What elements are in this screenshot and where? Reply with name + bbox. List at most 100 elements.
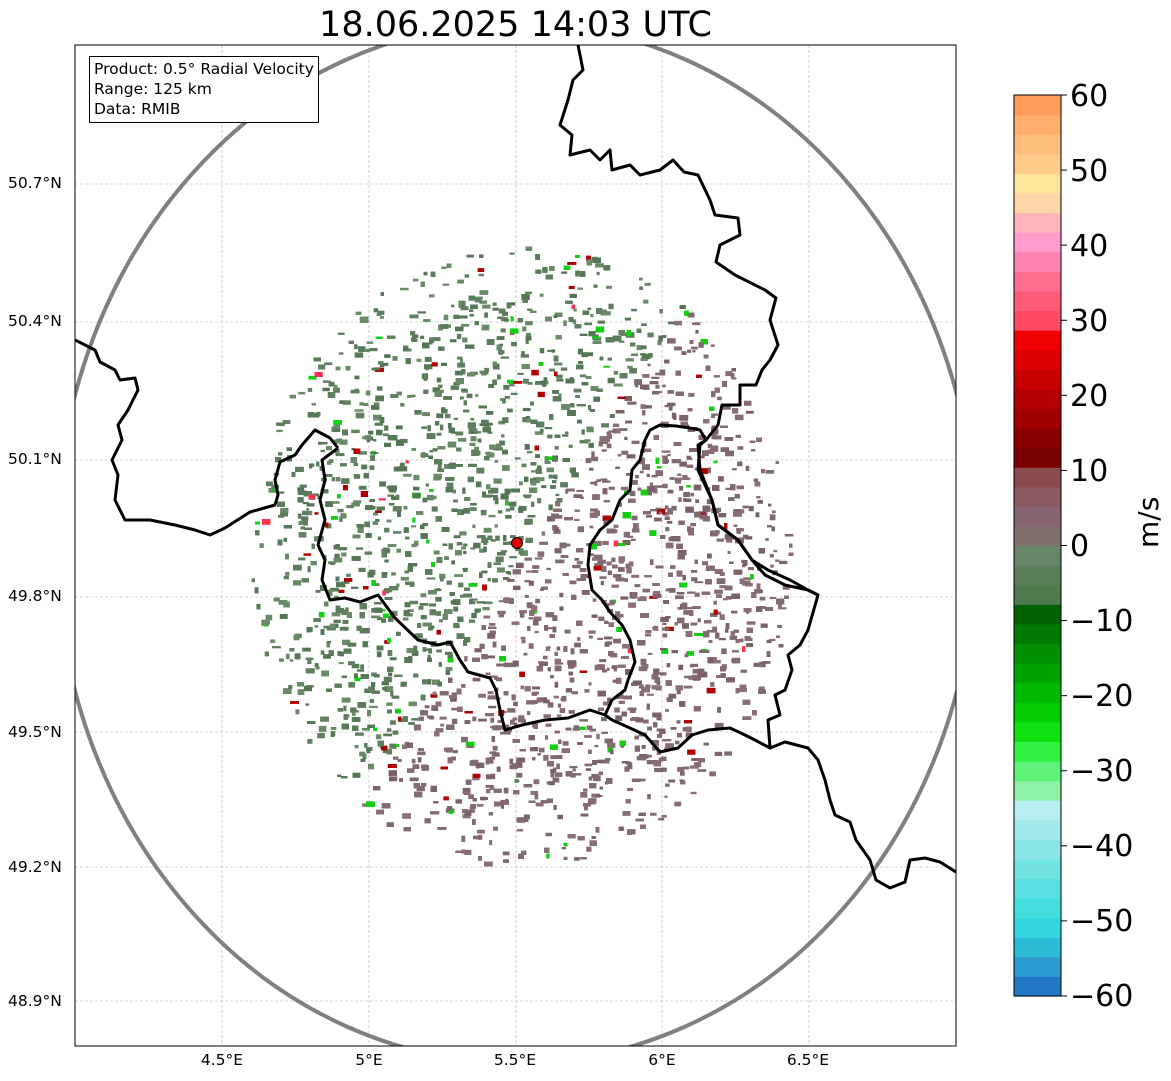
echo-pixel bbox=[492, 307, 499, 311]
echo-pixel bbox=[320, 489, 329, 494]
echo-pixel bbox=[335, 477, 341, 482]
echo-pixel bbox=[297, 513, 302, 519]
echo-pixel bbox=[366, 439, 370, 443]
echo-pixel bbox=[650, 559, 654, 565]
echo-pixel bbox=[654, 767, 663, 773]
echo-pixel bbox=[525, 246, 533, 251]
echo-pixel bbox=[534, 557, 543, 560]
echo-pixel bbox=[528, 580, 534, 586]
echo-pixel bbox=[603, 265, 611, 271]
echo-pixel bbox=[588, 682, 592, 686]
echo-pixel bbox=[686, 485, 691, 488]
echo-pixel bbox=[332, 623, 339, 628]
echo-pixel bbox=[545, 627, 555, 630]
echo-pixel bbox=[725, 405, 729, 409]
echo-pixel bbox=[484, 312, 488, 318]
echo-pixel bbox=[615, 715, 623, 722]
echo-pixel bbox=[543, 754, 549, 761]
echo-pixel bbox=[470, 804, 476, 809]
echo-pixel bbox=[353, 474, 361, 479]
echo-pixel bbox=[662, 738, 672, 742]
echo-pixel bbox=[265, 614, 273, 621]
echo-pixel bbox=[647, 332, 654, 338]
echo-pixel bbox=[492, 725, 502, 731]
echo-pixel bbox=[463, 640, 468, 646]
echo-pixel bbox=[505, 500, 509, 506]
echo-pixel bbox=[421, 373, 429, 380]
echo-pixel bbox=[584, 689, 590, 693]
echo-pixel bbox=[597, 559, 606, 564]
echo-pixel bbox=[505, 515, 512, 519]
echo-pixel bbox=[643, 405, 649, 409]
echo-pixel bbox=[400, 403, 405, 407]
echo-pixel bbox=[549, 744, 559, 750]
echo-pixel bbox=[384, 354, 391, 358]
echo-pixel bbox=[439, 619, 443, 623]
echo-pixel bbox=[693, 762, 702, 768]
echo-pixel bbox=[402, 473, 412, 477]
echo-pixel bbox=[386, 519, 392, 523]
echo-pixel bbox=[713, 600, 717, 605]
echo-pixel bbox=[541, 531, 546, 536]
echo-pixel bbox=[622, 512, 631, 519]
echo-pixel bbox=[577, 348, 583, 355]
echo-pixel bbox=[600, 478, 608, 481]
echo-pixel bbox=[367, 724, 375, 729]
echo-pixel bbox=[351, 586, 359, 589]
echo-pixel bbox=[482, 607, 490, 611]
echo-pixel bbox=[701, 591, 711, 595]
echo-pixel bbox=[589, 728, 596, 732]
echo-pixel bbox=[251, 578, 255, 583]
echo-pixel bbox=[472, 524, 476, 529]
echo-pixel bbox=[422, 497, 428, 503]
echo-pixel bbox=[377, 617, 383, 621]
echo-pixel bbox=[687, 749, 696, 755]
echo-pixel bbox=[382, 748, 389, 754]
echo-pixel bbox=[514, 722, 518, 727]
echo-pixel bbox=[303, 685, 313, 692]
echo-pixel bbox=[737, 461, 743, 467]
echo-pixel bbox=[658, 757, 662, 763]
echo-pixel bbox=[326, 446, 332, 451]
echo-pixel bbox=[447, 422, 452, 429]
echo-pixel bbox=[574, 642, 581, 648]
echo-pixel bbox=[593, 775, 601, 782]
echo-pixel bbox=[402, 617, 409, 621]
echo-pixel bbox=[765, 470, 774, 474]
echo-pixel bbox=[352, 725, 359, 731]
echo-pixel bbox=[644, 282, 651, 286]
echo-pixel bbox=[343, 714, 348, 720]
echo-pixel bbox=[331, 477, 336, 482]
echo-pixel bbox=[730, 484, 736, 491]
echo-pixel bbox=[494, 447, 503, 451]
echo-pixel bbox=[524, 518, 533, 525]
echo-pixel bbox=[484, 861, 493, 867]
echo-pixel bbox=[412, 517, 416, 523]
echo-pixel bbox=[667, 454, 671, 457]
echo-pixel bbox=[465, 741, 475, 748]
echo-pixel bbox=[391, 695, 400, 699]
echo-pixel bbox=[369, 465, 375, 470]
echo-pixel bbox=[477, 856, 482, 861]
echo-pixel bbox=[472, 798, 477, 802]
echo-pixel bbox=[320, 629, 325, 635]
echo-pixel bbox=[364, 551, 373, 555]
echo-pixel bbox=[547, 667, 551, 672]
echo-pixel bbox=[775, 559, 780, 562]
echo-pixel bbox=[482, 304, 491, 309]
echo-pixel bbox=[631, 538, 636, 541]
echo-pixel bbox=[323, 380, 331, 383]
echo-pixel bbox=[521, 463, 527, 468]
echo-pixel bbox=[439, 716, 447, 720]
echo-pixel bbox=[501, 317, 508, 321]
echo-pixel bbox=[548, 781, 555, 786]
echo-pixel bbox=[575, 255, 580, 258]
echo-pixel bbox=[581, 574, 588, 579]
echo-pixel bbox=[500, 328, 506, 333]
echo-pixel bbox=[608, 430, 617, 433]
echo-pixel bbox=[486, 774, 492, 780]
echo-pixel bbox=[397, 511, 401, 517]
echo-pixel bbox=[598, 771, 603, 776]
echo-pixel bbox=[389, 743, 397, 749]
echo-pixel bbox=[330, 731, 336, 736]
